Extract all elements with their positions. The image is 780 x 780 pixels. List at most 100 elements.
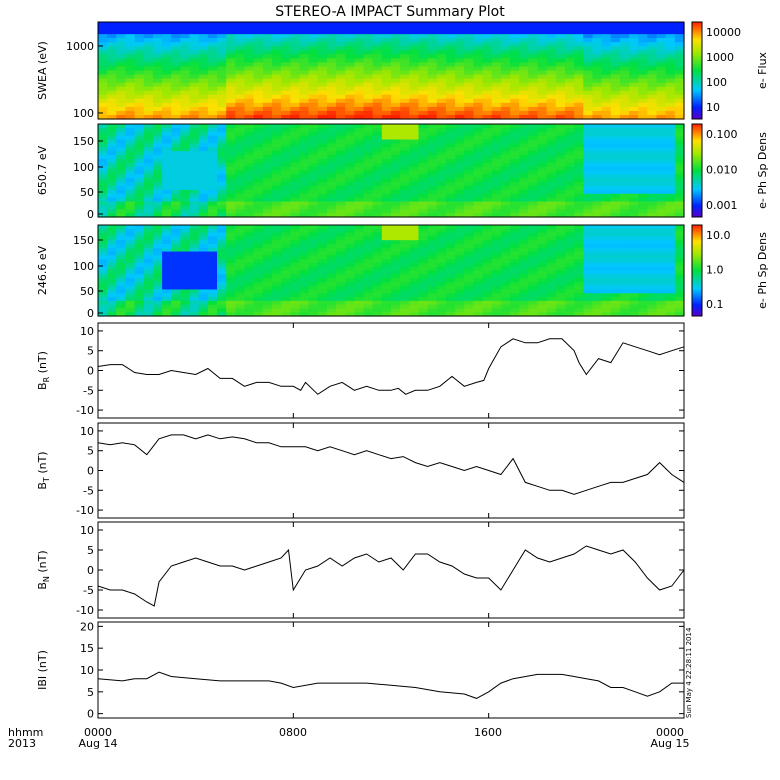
- spectrogram-cell: [134, 201, 145, 206]
- spectrogram-cell: [381, 70, 392, 76]
- spectrogram-cell: [665, 225, 676, 230]
- spectrogram-cell: [537, 255, 548, 260]
- spectrogram-cell: [656, 209, 667, 214]
- spectrogram-cell: [537, 42, 548, 47]
- spectrogram-cell: [610, 46, 621, 51]
- spectrogram-cell: [171, 106, 182, 112]
- spectrogram-cell: [500, 102, 511, 108]
- spectrogram-cell: [308, 300, 319, 306]
- spectrogram-cell: [610, 38, 621, 43]
- spectrogram-cell: [253, 135, 264, 141]
- spectrogram-cell: [134, 193, 145, 199]
- spectrogram-cell: [619, 78, 630, 84]
- spectrogram-cell: [647, 143, 658, 148]
- spectrogram-cell: [363, 236, 374, 241]
- spectrogram-cell: [317, 38, 328, 43]
- spectrogram-cell: [409, 308, 420, 313]
- spectrogram-cell: [381, 74, 392, 80]
- spectrogram-cell: [235, 98, 246, 104]
- spectrogram-cell: [473, 236, 484, 241]
- spectrogram-cell: [400, 78, 410, 84]
- spectrogram-cell: [217, 102, 227, 108]
- spectrogram-cell: [629, 26, 639, 31]
- spectrogram-cell: [619, 143, 630, 148]
- spectrogram-cell: [162, 274, 172, 279]
- spectrogram-cell: [583, 78, 594, 84]
- spectrogram-cell: [400, 143, 410, 148]
- spectrogram-cell: [473, 151, 484, 156]
- spectrogram-cell: [436, 189, 447, 195]
- spectrogram-cell: [116, 162, 127, 168]
- spectrogram-cell: [162, 289, 172, 294]
- spectrogram-cell: [647, 225, 658, 230]
- spectrogram-cell: [510, 22, 520, 27]
- spectrogram-cell: [189, 297, 200, 302]
- spectrogram-cell: [363, 98, 374, 104]
- spectrogram-cell: [619, 98, 630, 104]
- spectrogram-cell: [290, 205, 301, 210]
- spectrogram-cell: [317, 54, 328, 59]
- spectrogram-cell: [409, 240, 420, 245]
- spectrogram-cell: [107, 240, 117, 245]
- spectrogram-cell: [244, 78, 255, 84]
- spectrogram-cell: [638, 86, 648, 92]
- spectrogram-cell: [409, 297, 420, 302]
- spectrogram-cell: [336, 209, 346, 214]
- spectrogram-cell: [171, 139, 182, 144]
- spectrogram-cell: [610, 66, 621, 72]
- spectrogram-cell: [235, 42, 246, 47]
- spectrogram-cell: [198, 281, 209, 287]
- spectrogram-cell: [299, 232, 310, 237]
- spectrogram-cell: [574, 186, 584, 191]
- spectrogram-cell: [299, 213, 310, 218]
- spectrogram-cell: [98, 281, 108, 287]
- spectrogram-cell: [116, 293, 127, 298]
- spectrogram-cell: [189, 312, 200, 317]
- spectrogram-cell: [162, 110, 172, 116]
- spectrogram-cell: [510, 139, 520, 144]
- spectrogram-cell: [409, 82, 420, 88]
- spectrogram-cell: [610, 151, 621, 156]
- spectrogram-cell: [372, 82, 383, 88]
- spectrogram-cell: [601, 135, 612, 141]
- spectrogram-cell: [647, 90, 658, 96]
- spectrogram-cell: [143, 186, 154, 191]
- spectrogram-cell: [546, 266, 557, 272]
- spectrogram-cell: [464, 213, 475, 218]
- spectrogram-cell: [363, 255, 374, 260]
- spectrogram-cell: [592, 34, 603, 39]
- y-tick-label: -10: [76, 404, 94, 417]
- spectrogram-cell: [152, 86, 163, 92]
- spectrogram-cell: [290, 213, 301, 218]
- spectrogram-cell: [592, 189, 603, 195]
- spectrogram-cell: [299, 34, 310, 39]
- spectrogram-cell: [601, 90, 612, 96]
- spectrogram-cell: [363, 281, 374, 287]
- spectrogram-cell: [363, 78, 374, 84]
- spectrogram-cell: [162, 46, 172, 51]
- spectrogram-cell: [217, 225, 227, 230]
- spectrogram-cell: [189, 74, 200, 80]
- spectrogram-cell: [372, 22, 383, 27]
- spectrogram-cell: [326, 308, 337, 313]
- spectrogram-cell: [317, 151, 328, 156]
- spectrogram-cell: [610, 201, 621, 206]
- spectrogram-cell: [262, 197, 273, 203]
- spectrogram-cell: [290, 58, 301, 64]
- spectrogram-cell: [354, 178, 365, 183]
- spectrogram-cell: [601, 102, 612, 108]
- spectrogram-cell: [546, 162, 557, 168]
- spectrogram-cell: [308, 26, 319, 31]
- spectrogram-cell: [253, 86, 264, 92]
- spectrogram-cell: [381, 151, 392, 156]
- spectrogram-cell: [528, 197, 539, 203]
- spectrogram-cell: [244, 82, 255, 88]
- spectrogram-cell: [253, 22, 264, 27]
- spectrogram-cell: [455, 62, 465, 68]
- spectrogram-cell: [308, 70, 319, 76]
- spectrogram-cell: [226, 110, 236, 116]
- spectrogram-cell: [528, 262, 539, 268]
- spectrogram-cell: [564, 213, 575, 218]
- spectrogram-cell: [336, 182, 346, 187]
- spectrogram-cell: [345, 178, 355, 183]
